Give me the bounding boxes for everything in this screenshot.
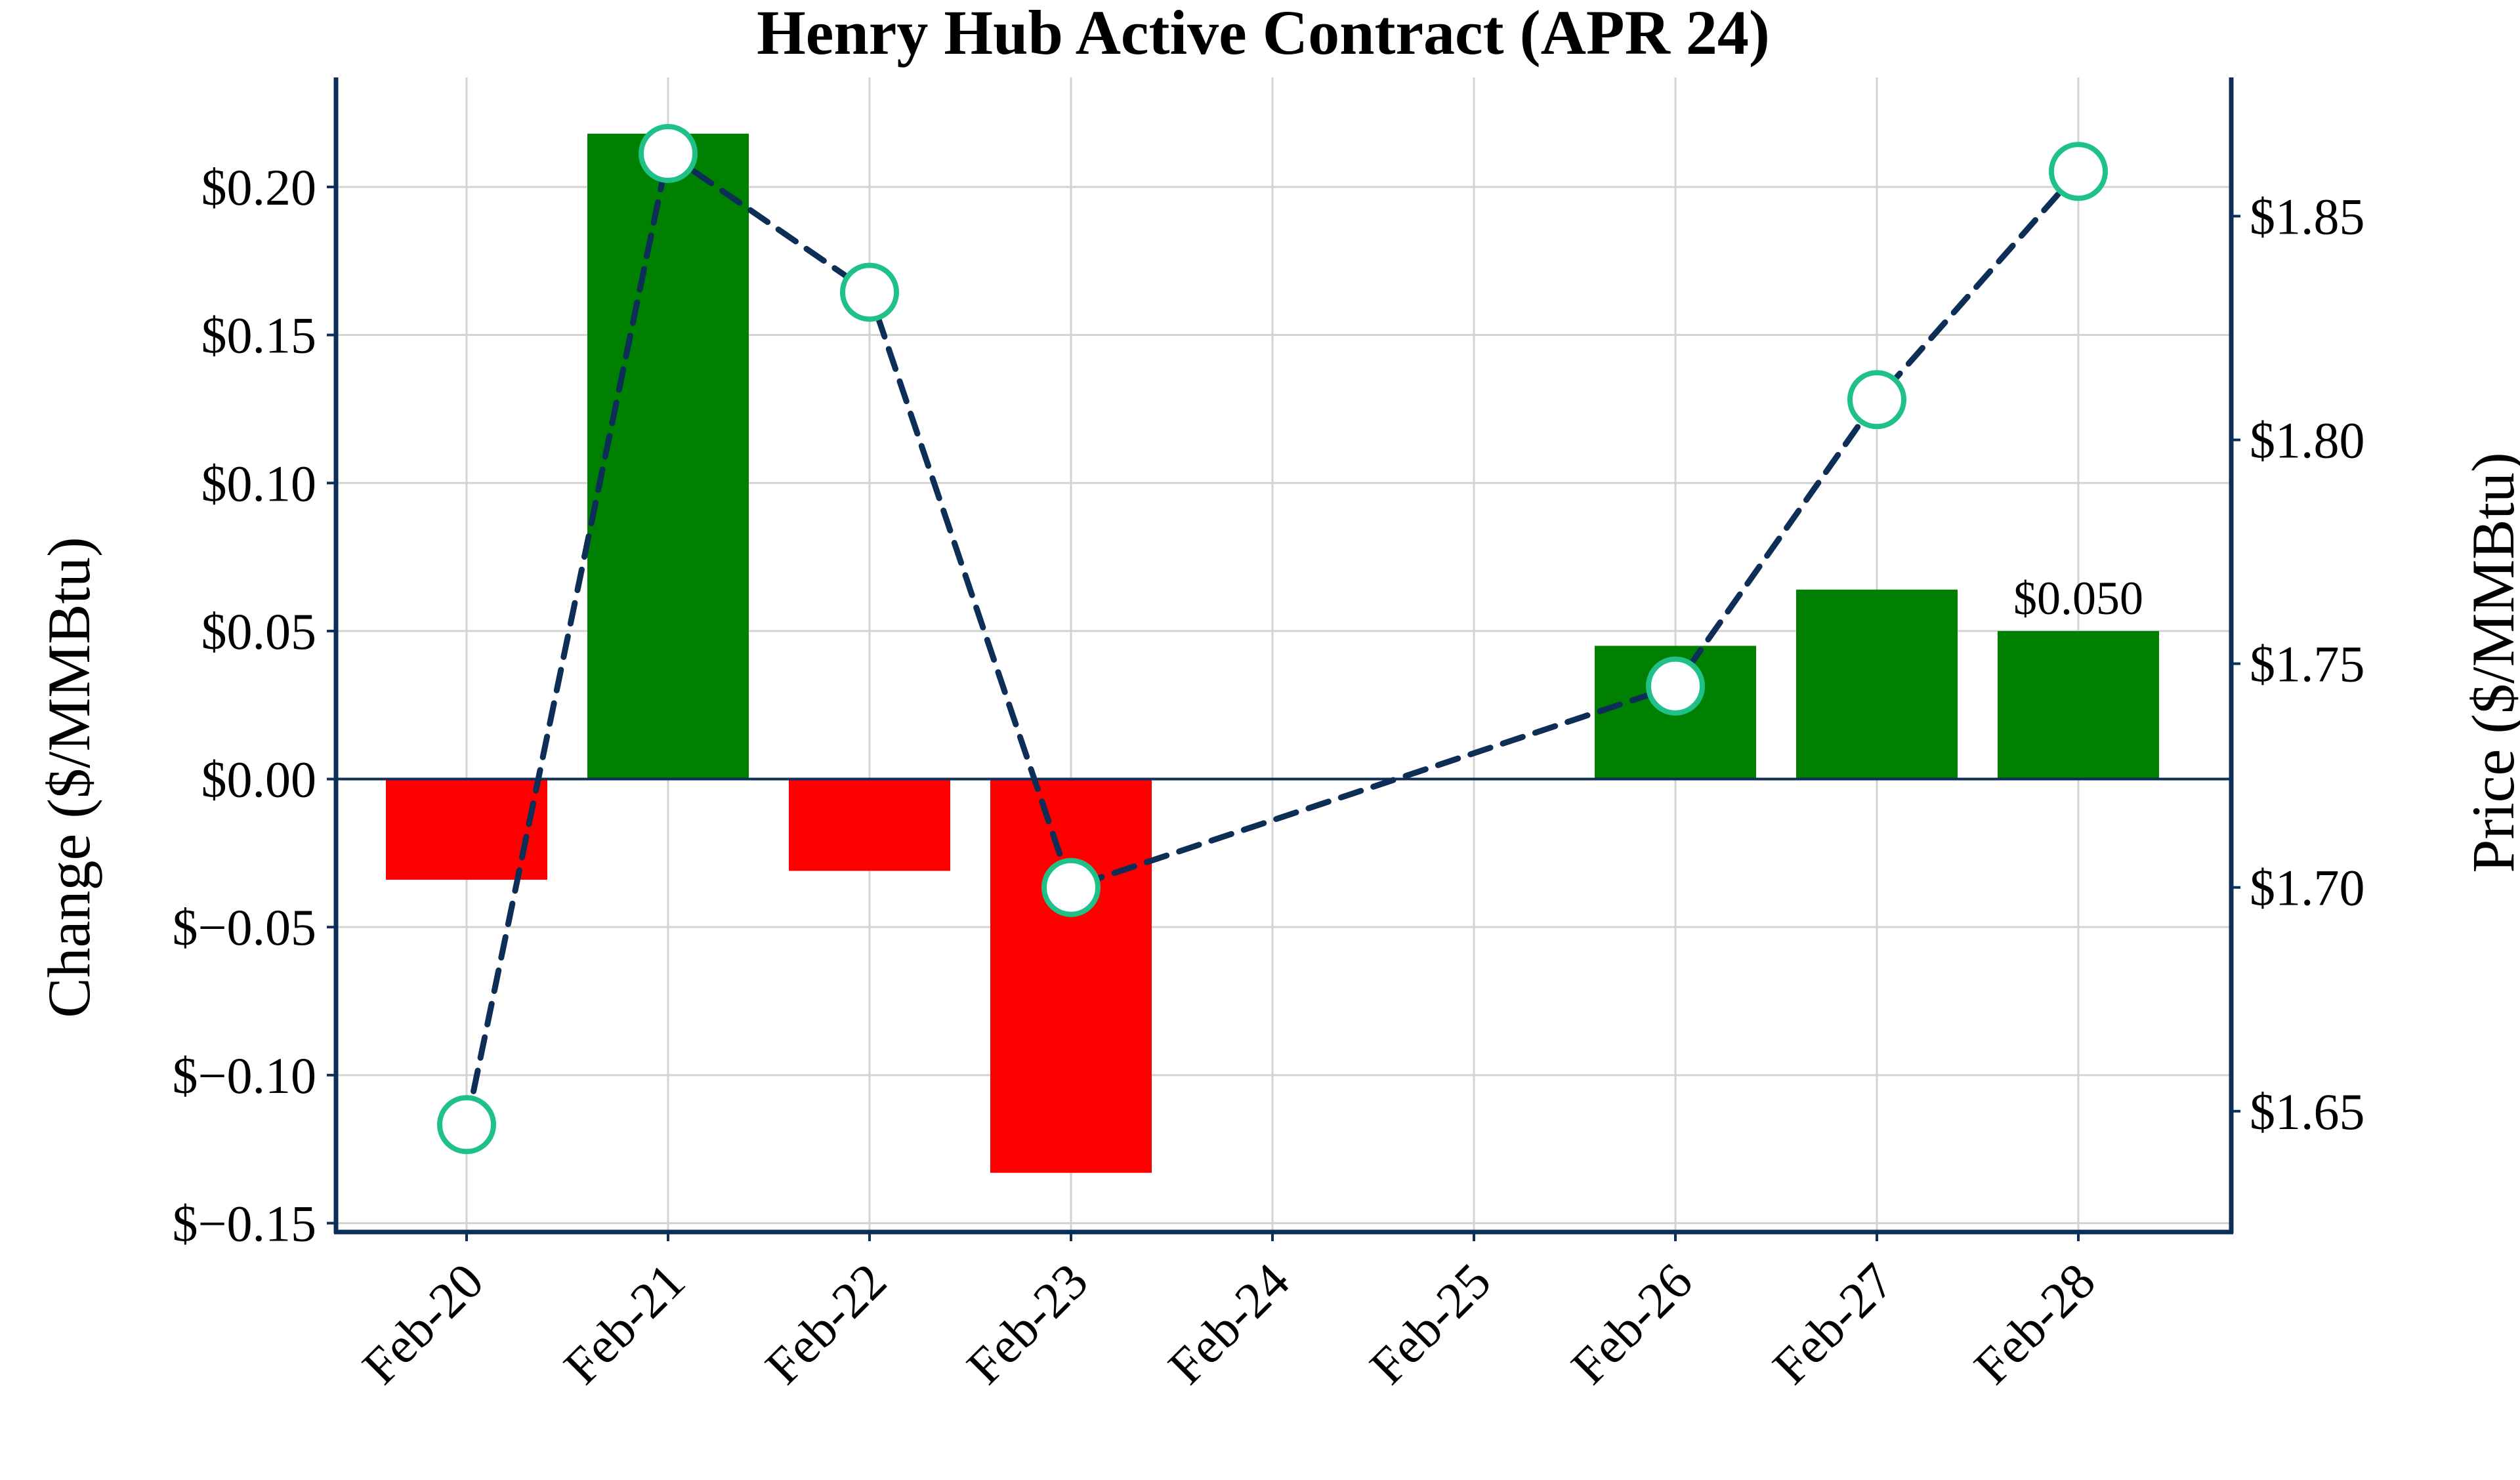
y-tick-label: $−0.15 <box>173 1195 317 1252</box>
x-tick-label-Feb-24: Feb-24 <box>1157 1252 1300 1395</box>
y-tick-label: $0.05 <box>201 603 317 660</box>
bar-Feb-20 <box>386 779 547 880</box>
bar-Feb-28 <box>1998 630 2159 779</box>
bar-Feb-22 <box>789 779 950 871</box>
y-tick-label: $0.10 <box>201 455 317 512</box>
x-tick-label-Feb-21: Feb-21 <box>553 1252 696 1395</box>
price-marker-Feb-27 <box>1847 370 1906 430</box>
x-tick-label-Feb-26: Feb-26 <box>1560 1252 1703 1395</box>
y-tick-label: $−0.10 <box>173 1047 317 1104</box>
y-tick-label: $0.20 <box>201 159 317 216</box>
y-axis-title: Change ($/MMBtu) <box>35 537 102 1018</box>
data-label-Feb-28: $0.050 <box>2013 572 2143 625</box>
axes-layer <box>333 77 2234 1235</box>
y2-tick-label: $1.75 <box>2250 636 2365 693</box>
price-marker-Feb-26 <box>1646 656 1705 716</box>
y2-tick-label: $1.70 <box>2250 859 2365 916</box>
bar-Feb-21 <box>587 133 749 779</box>
y-tick-label: $−0.05 <box>173 899 317 956</box>
x-tick-label-Feb-28: Feb-28 <box>1963 1252 2106 1395</box>
price-line-layer <box>437 123 2108 1155</box>
y2-tick-label: $1.85 <box>2250 188 2365 245</box>
price-marker-Feb-21 <box>639 123 698 183</box>
x-tick-label-Feb-23: Feb-23 <box>956 1252 1099 1395</box>
price-marker-Feb-28 <box>2049 142 2108 201</box>
price-marker-Feb-22 <box>840 262 899 322</box>
y2-tick-label: $1.65 <box>2250 1083 2365 1140</box>
x-tick-label-Feb-20: Feb-20 <box>351 1252 494 1395</box>
chart-title: Henry Hub Active Contract (APR 24) <box>757 0 1770 68</box>
x-tick-label-Feb-22: Feb-22 <box>754 1252 897 1395</box>
y2-tick-label: $1.80 <box>2250 412 2365 469</box>
bar-Feb-23 <box>990 779 1152 1173</box>
y-tick-label: $0.15 <box>201 307 317 364</box>
y-tick-label: $0.00 <box>201 751 317 808</box>
price-marker-Feb-20 <box>437 1095 496 1155</box>
x-tick-label-Feb-25: Feb-25 <box>1358 1252 1502 1395</box>
bar-Feb-27 <box>1796 589 1958 779</box>
price-marker-Feb-23 <box>1041 857 1101 917</box>
x-tick-label-Feb-27: Feb-27 <box>1761 1252 1904 1395</box>
y2-axis-title: Price ($/MMBtu) <box>2460 452 2520 873</box>
